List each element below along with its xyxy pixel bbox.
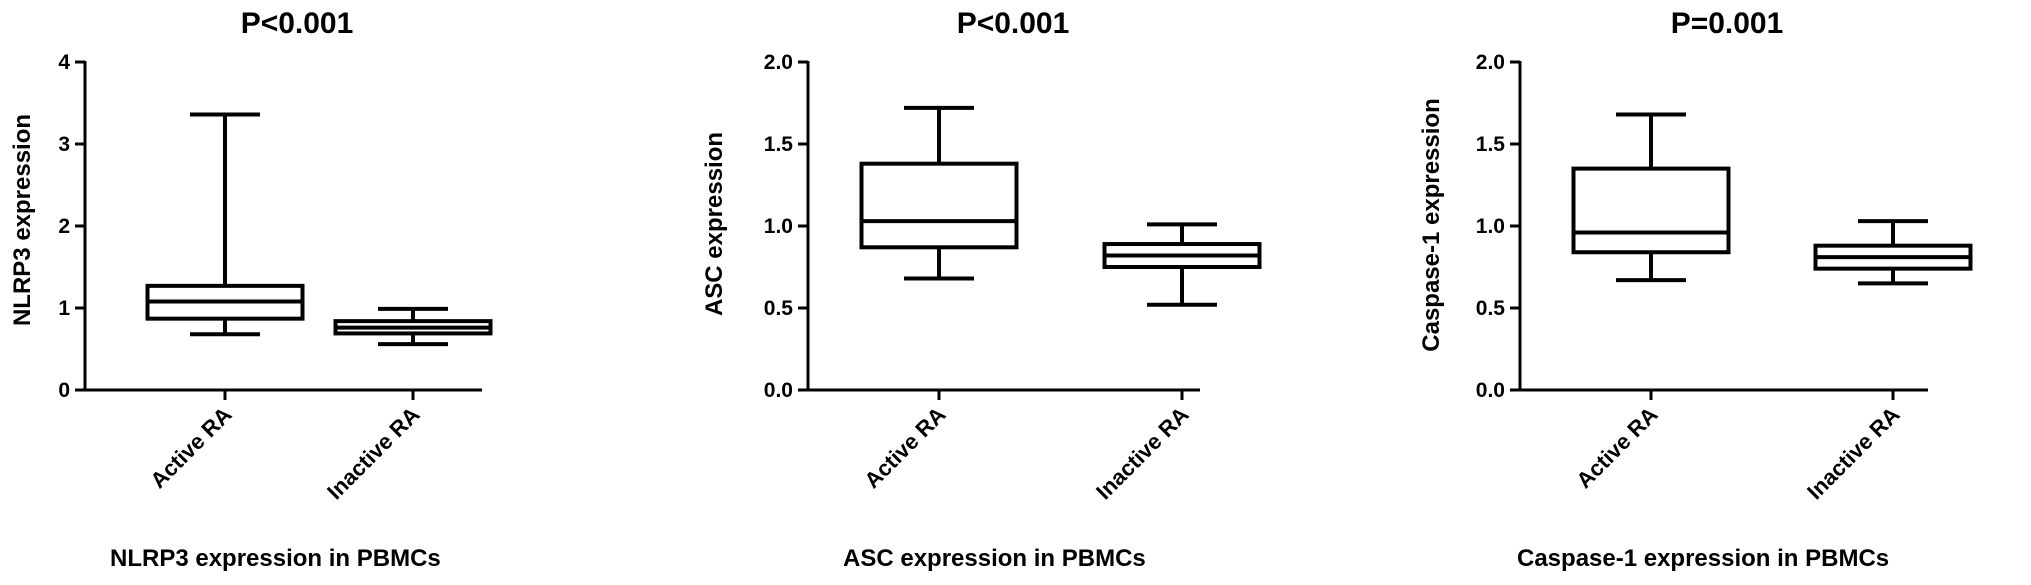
x-category-label: Inactive RA xyxy=(322,402,424,504)
x-category-label: Inactive RA xyxy=(1802,402,1904,504)
panel-caption: Caspase-1 expression in PBMCs xyxy=(1517,545,1889,572)
x-category-label: Active RA xyxy=(145,402,236,493)
panel-nlrp3: P<0.001 NLRP3 expression NLRP3 expressio… xyxy=(9,7,493,572)
y-tick-label: 0 xyxy=(58,379,70,402)
y-tick-label: 2.0 xyxy=(764,51,793,74)
y-tick-label: 2 xyxy=(58,215,70,238)
y-tick-label: 2.0 xyxy=(1476,51,1505,74)
y-tick-label: 0.0 xyxy=(1476,379,1505,402)
y-axis-label: ASC expression xyxy=(701,132,728,316)
y-tick-label: 1.0 xyxy=(1476,215,1505,238)
panel-title: P<0.001 xyxy=(957,7,1070,40)
iqr-box xyxy=(1571,166,1731,255)
y-tick-label: 0.0 xyxy=(764,379,793,402)
y-tick-label: 1.5 xyxy=(1476,133,1506,156)
iqr-box xyxy=(859,161,1019,250)
y-tick-label: 3 xyxy=(58,133,70,156)
panel-caption: ASC expression in PBMCs xyxy=(843,545,1146,572)
y-tick-label: 0.5 xyxy=(1476,297,1506,320)
x-category-label: Active RA xyxy=(859,402,950,493)
y-axis-label: Caspase-1 expression xyxy=(1418,98,1445,351)
panel-asc: P<0.001 ASC expression ASC expression in… xyxy=(701,7,1262,572)
panel-caspase-1: P=0.001 Caspase-1 expression Caspase-1 e… xyxy=(1418,7,1973,572)
panel-title: P=0.001 xyxy=(1671,7,1784,40)
panel-caption: NLRP3 expression in PBMCs xyxy=(110,545,441,572)
y-tick-label: 4 xyxy=(58,51,70,74)
x-category-label: Inactive RA xyxy=(1091,402,1193,504)
x-category-label: Active RA xyxy=(1571,402,1662,493)
y-tick-label: 1 xyxy=(58,297,70,320)
y-tick-label: 1.0 xyxy=(764,215,793,238)
y-tick-label: 1.5 xyxy=(764,133,794,156)
y-axis-label: NLRP3 expression xyxy=(9,114,36,326)
y-tick-label: 0.5 xyxy=(764,297,794,320)
panel-title: P<0.001 xyxy=(241,7,354,40)
